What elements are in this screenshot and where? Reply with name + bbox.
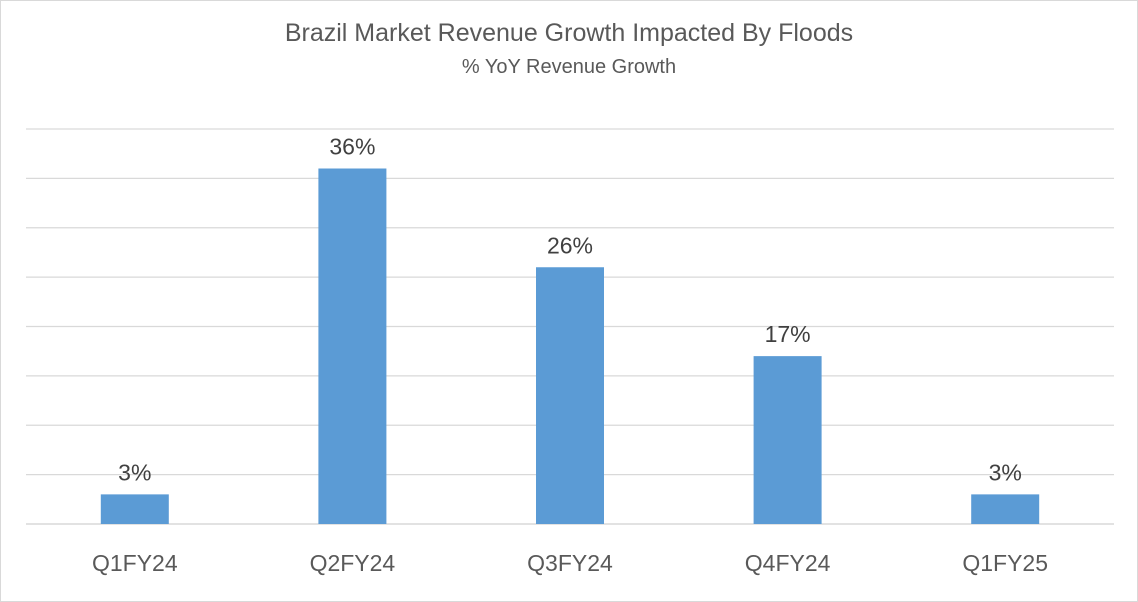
x-tick-label-q1fy25: Q1FY25 xyxy=(962,550,1048,576)
data-label-q4fy24: 17% xyxy=(765,321,811,347)
bar-q1fy24 xyxy=(100,494,169,524)
bar-q4fy24 xyxy=(753,356,822,524)
data-label-q1fy25: 3% xyxy=(989,459,1022,485)
bar-q3fy24 xyxy=(536,267,604,524)
data-label-q2fy24: 36% xyxy=(329,134,375,160)
bar-q1fy25 xyxy=(971,494,1040,524)
x-tick-label-q3fy24: Q3FY24 xyxy=(527,550,613,576)
x-tick-label-q2fy24: Q2FY24 xyxy=(310,550,396,576)
data-label-q1fy24: 3% xyxy=(118,459,151,485)
chart-subtitle: % YoY Revenue Growth xyxy=(461,56,677,78)
x-tick-label-q4fy24: Q4FY24 xyxy=(745,550,831,576)
data-label-q3fy24: 26% xyxy=(547,232,593,258)
bar-q2fy24 xyxy=(318,168,387,524)
x-tick-label-q1fy24: Q1FY24 xyxy=(92,550,178,576)
chart-title: Brazil Market Revenue Growth Impacted By… xyxy=(284,19,854,47)
